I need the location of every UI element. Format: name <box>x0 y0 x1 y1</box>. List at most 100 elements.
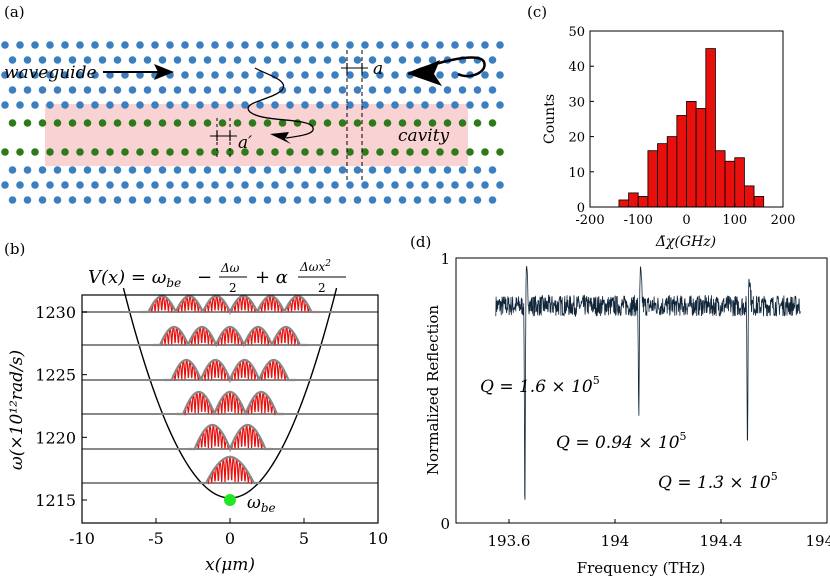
lattice-hole <box>466 148 474 156</box>
lattice-hole <box>421 181 429 189</box>
lattice-hole <box>466 41 474 49</box>
lattice-hole <box>256 148 264 156</box>
x-tick-c: 0 <box>682 213 690 228</box>
lattice-hole <box>481 181 489 189</box>
lattice-hole <box>158 56 167 64</box>
lattice-hole <box>458 166 467 174</box>
lattice-hole <box>233 196 242 204</box>
x-tick-d: 194.8 <box>806 532 830 550</box>
y-tick-b: 1230 <box>35 303 76 322</box>
lattice-hole <box>391 181 399 189</box>
lattice-hole <box>278 166 287 174</box>
lattice-hole <box>286 71 294 79</box>
lattice-hole <box>458 86 467 94</box>
mode-envelope <box>198 455 261 485</box>
cavity-region <box>45 104 468 166</box>
lattice-hole <box>38 86 47 94</box>
lattice-hole <box>91 41 99 49</box>
lattice-hole <box>1 41 9 49</box>
lattice-hole <box>361 181 369 189</box>
lattice-hole <box>466 181 474 189</box>
lattice-hole <box>323 166 332 174</box>
lattice-hole <box>211 101 219 109</box>
lattice-hole <box>46 101 54 109</box>
histogram-bars <box>618 48 765 208</box>
lattice-hole <box>151 41 159 49</box>
svg-text:−: − <box>197 267 212 288</box>
lattice-hole <box>31 41 39 49</box>
potential-equation: V(x) = ωbe − Δω 2 + α Δωx2 2 <box>88 259 346 295</box>
lattice-hole <box>256 41 264 49</box>
svg-text:Δω: Δω <box>220 261 240 275</box>
lattice-hole <box>413 166 422 174</box>
lattice-hole <box>181 181 189 189</box>
lattice-hole <box>323 86 332 94</box>
lattice-hole <box>428 166 437 174</box>
lattice-hole <box>46 71 54 79</box>
lattice-hole <box>136 148 144 156</box>
svg-text:Δωx2: Δωx2 <box>299 259 331 274</box>
lattice-hole <box>23 86 32 94</box>
lattice-hole <box>443 119 452 127</box>
histogram-bar <box>676 115 687 208</box>
lattice-hole <box>451 181 459 189</box>
y-axis-label-d: Normalized Reflection <box>424 305 442 476</box>
lattice-hole <box>428 86 437 94</box>
lattice-hole <box>68 166 77 174</box>
lattice-hole <box>1 101 9 109</box>
lattice-hole <box>98 196 107 204</box>
lattice-hole <box>233 56 242 64</box>
lattice-hole <box>368 119 377 127</box>
lattice-hole <box>263 196 272 204</box>
lattice-hole <box>173 166 182 174</box>
histogram-bar <box>695 108 707 208</box>
lattice-hole <box>76 41 84 49</box>
lattice-hole <box>31 101 39 109</box>
lattice-hole <box>308 56 317 64</box>
lattice-hole <box>76 101 84 109</box>
x-tick-c: -100 <box>624 213 653 228</box>
lattice-hole <box>128 166 137 174</box>
lattice-hole <box>196 101 204 109</box>
lattice-hole <box>158 86 167 94</box>
lattice-hole <box>211 71 219 79</box>
x-tick-d: 194 <box>601 532 630 550</box>
lattice-hole <box>398 166 407 174</box>
lattice-hole <box>23 166 32 174</box>
lattice-hole <box>1 181 9 189</box>
y-tick-c: 10 <box>568 166 585 181</box>
lattice-hole <box>263 86 272 94</box>
lattice-hole <box>451 148 459 156</box>
lattice-hole <box>271 181 279 189</box>
lattice-hole <box>481 41 489 49</box>
lattice-hole <box>211 181 219 189</box>
lattice-hole <box>1 148 9 156</box>
lattice-hole <box>263 119 272 127</box>
lattice-hole <box>8 119 17 127</box>
lattice-hole <box>181 148 189 156</box>
lattice-hole <box>353 166 362 174</box>
lattice-hole <box>188 56 197 64</box>
lattice-hole <box>31 148 39 156</box>
lattice-hole <box>488 166 497 174</box>
lattice-hole <box>241 101 249 109</box>
lattice-hole <box>128 119 137 127</box>
lattice-hole <box>53 56 62 64</box>
y-tick-b: 1220 <box>35 428 76 447</box>
lattice-hole <box>16 101 24 109</box>
lattice-hole <box>53 166 62 174</box>
mode-envelope <box>152 325 308 348</box>
lattice-hole <box>338 56 347 64</box>
lattice-hole <box>338 86 347 94</box>
lattice-hole <box>428 56 437 64</box>
reflection-trace <box>495 266 801 500</box>
lattice-hole <box>91 71 99 79</box>
lattice-hole <box>488 56 497 64</box>
panel-label-b: (b) <box>4 240 26 258</box>
lattice-hole <box>338 196 347 204</box>
lattice-hole <box>91 181 99 189</box>
lattice-hole <box>158 119 167 127</box>
lattice-hole <box>316 181 324 189</box>
axis-ticks-d: 193.6 194 194.4 194.8 0 1 <box>440 250 830 550</box>
histogram-bar <box>637 196 649 208</box>
